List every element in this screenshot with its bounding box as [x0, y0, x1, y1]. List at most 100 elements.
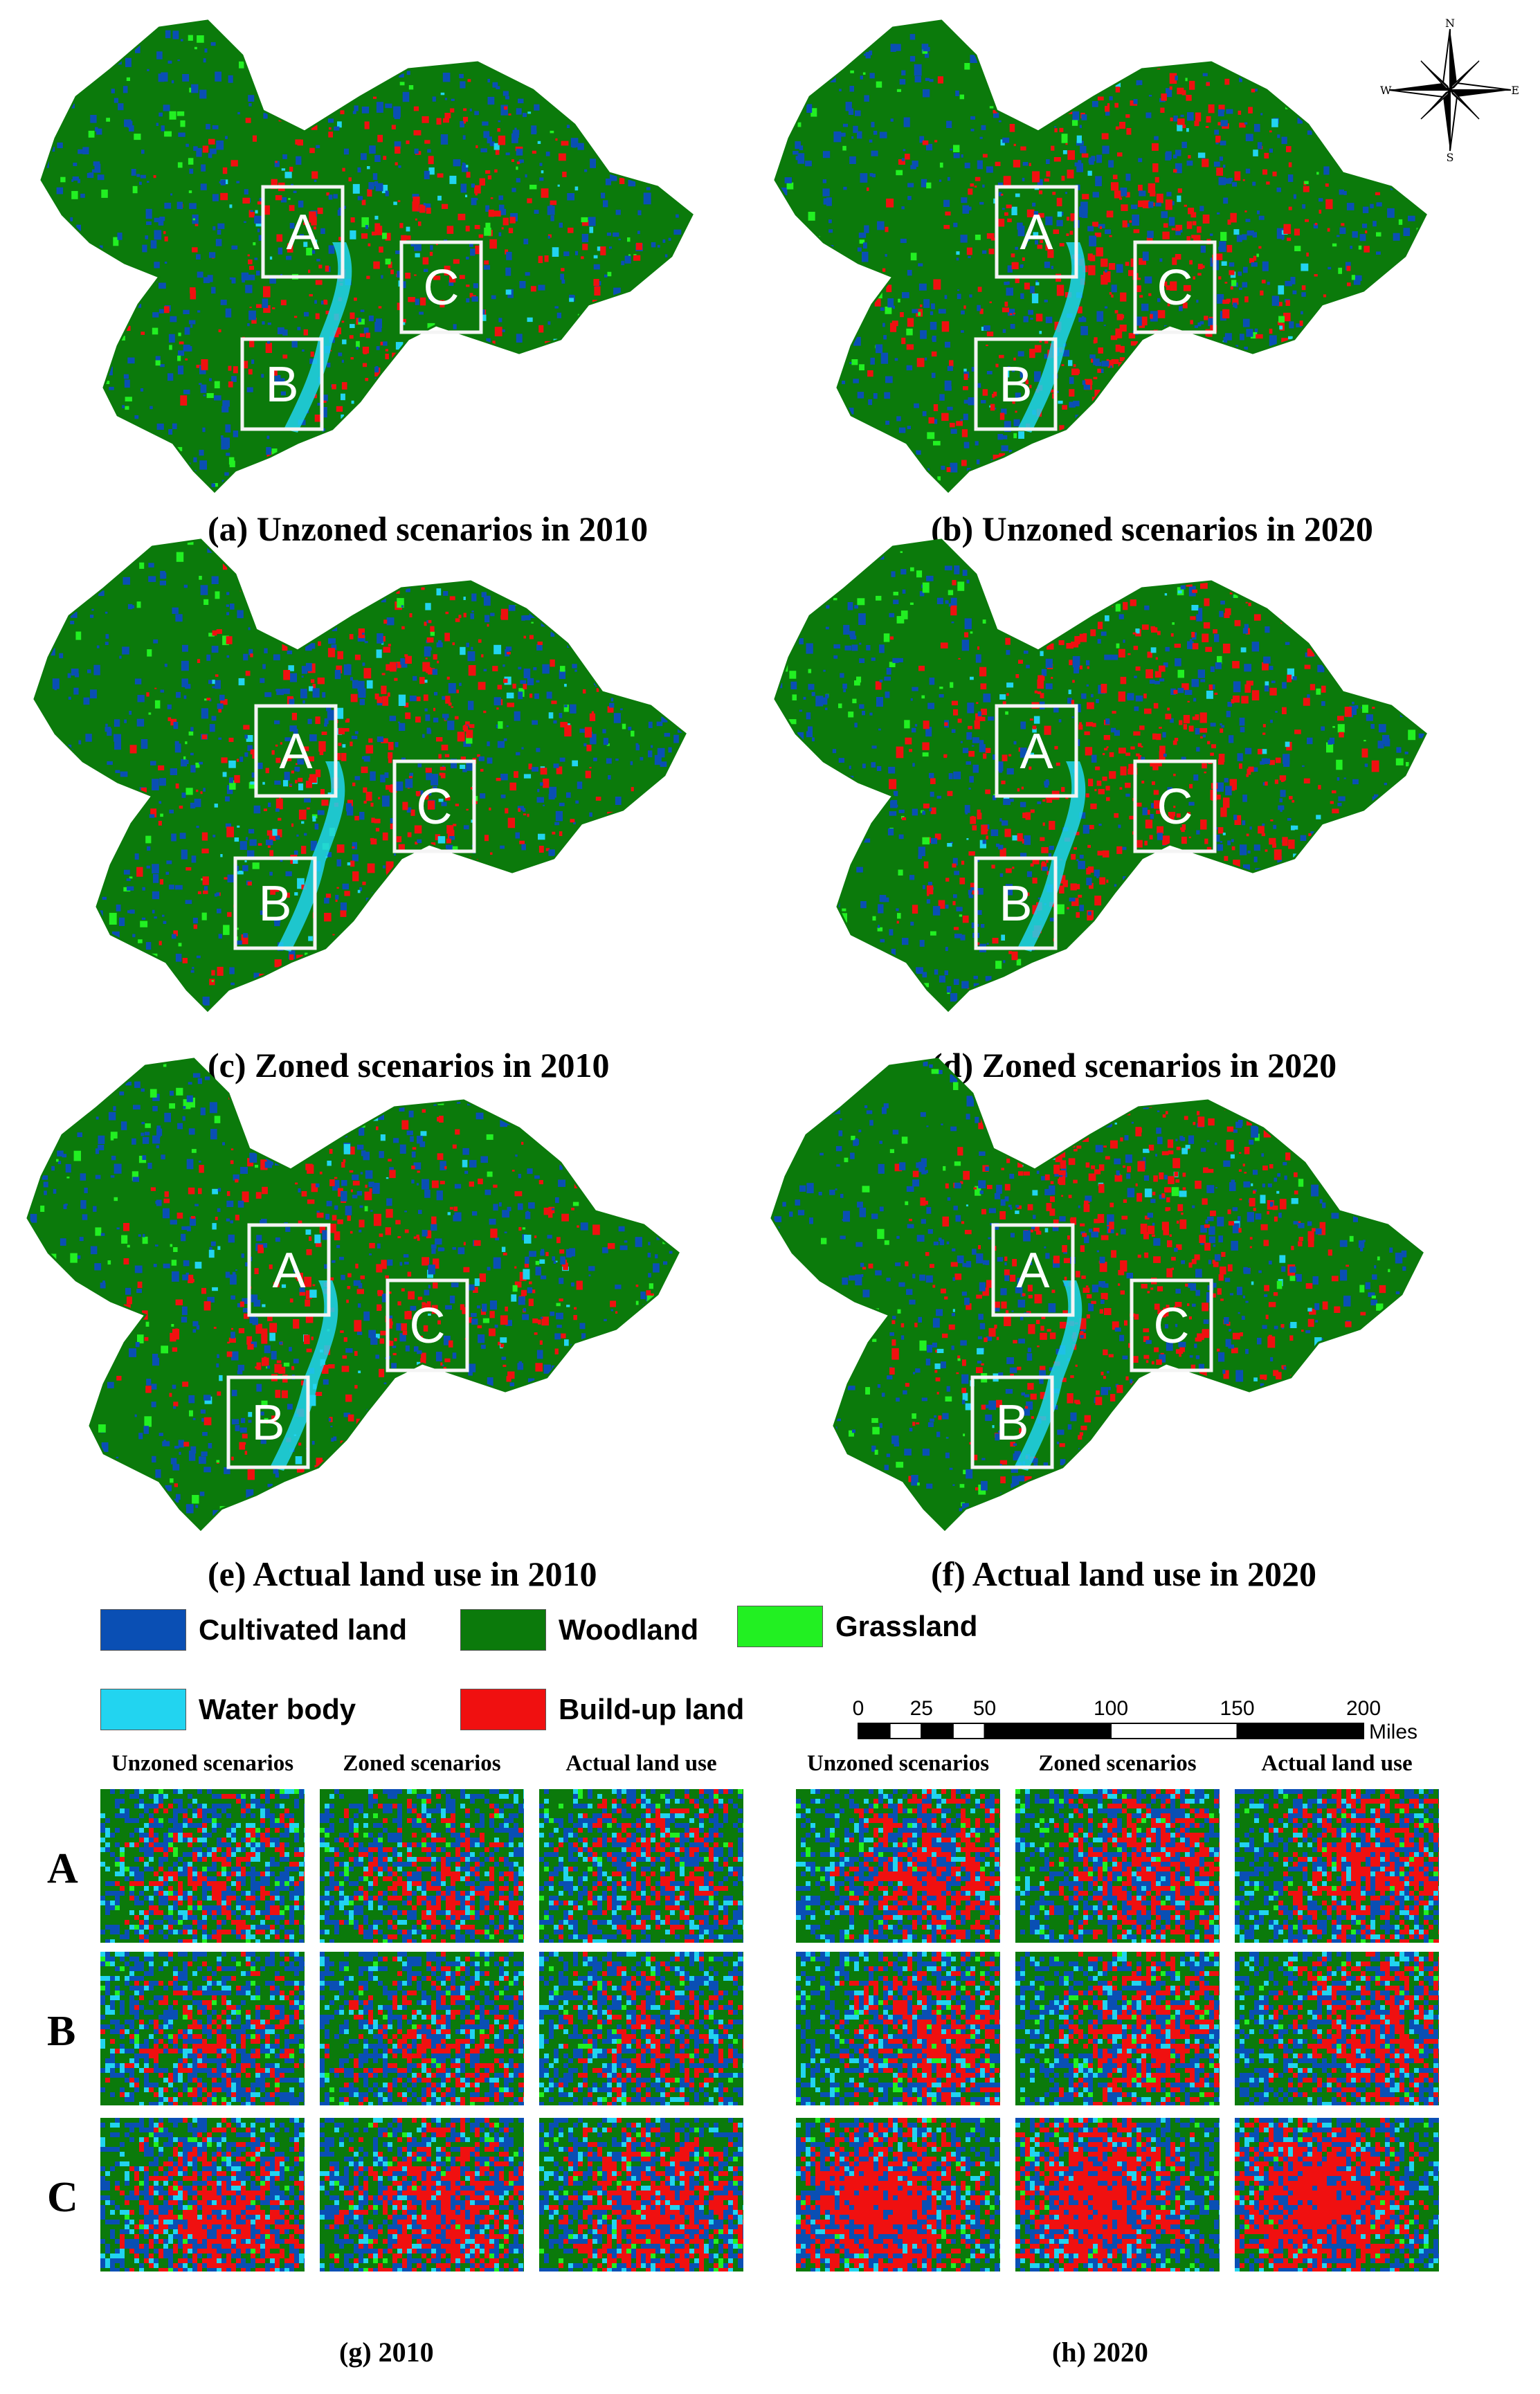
zoom-box-c [399, 240, 483, 334]
map-caption-a: (a) Unzoned scenarios in 2010 [208, 509, 648, 549]
zoom-box-b [226, 1375, 310, 1469]
zoom-tile-c [796, 2118, 1000, 2271]
legend-label: Water body [199, 1693, 356, 1726]
zoom-box-label-a: A [1016, 1243, 1049, 1298]
scale-unit-label: Miles [1369, 1721, 1417, 1743]
zoom-box-label-b: B [265, 357, 298, 412]
land-use-map-d: A B C [768, 533, 1460, 1017]
zoom-tile-b [320, 1952, 524, 2105]
zoom-tile-b [100, 1952, 305, 2105]
compass-south-label: S [1447, 151, 1454, 163]
legend-label: Cultivated land [199, 1613, 407, 1647]
zoom-box-label-c: C [1154, 1298, 1190, 1354]
legend-item-water-body: Water body [100, 1689, 356, 1730]
compass-rose-icon: N S E W [1380, 17, 1519, 164]
zoom-box-c [386, 1278, 469, 1372]
map-caption-c: (c) Zoned scenarios in 2010 [208, 1045, 610, 1085]
scale-tick-label: 25 [910, 1697, 933, 1720]
zoom-tile-b [1015, 1952, 1220, 2105]
legend-item-cultivated-land: Cultivated land [100, 1609, 407, 1651]
legend-label: Woodland [559, 1613, 698, 1647]
zoom-box-label-b: B [251, 1395, 284, 1451]
scale-tick-label: 0 [853, 1697, 864, 1720]
zoom-box-label-c: C [410, 1298, 446, 1354]
map-caption-b: (b) Unzoned scenarios in 2020 [931, 509, 1373, 549]
legend-label: Build-up land [559, 1693, 744, 1726]
zoom-column-header: Unzoned scenarios [100, 1751, 305, 1777]
land-use-map-e: A B C [21, 1052, 713, 1536]
zoom-row-label-b: B [47, 2007, 75, 2056]
zoom-tile-a [320, 1789, 524, 1943]
zoom-tile-c [1235, 2118, 1439, 2271]
scale-bar: 0 25 50 100 150 200 Miles [837, 1689, 1426, 1744]
zoom-box-label-a: A [286, 205, 319, 260]
scale-bar-segment [1236, 1723, 1364, 1739]
legend-label: Grassland [835, 1610, 977, 1643]
zoom-box-a [254, 704, 338, 798]
zoom-tile-a [1235, 1789, 1439, 1943]
zoom-box-c [1133, 240, 1217, 334]
zoom-box-b [233, 856, 317, 950]
zoom-box-c [1133, 759, 1217, 853]
zoom-box-a [995, 704, 1078, 798]
zoom-box-label-c: C [1157, 779, 1193, 835]
zoom-group-caption: (h) 2020 [1052, 2336, 1148, 2368]
land-use-map-c: A B C [28, 533, 720, 1017]
zoom-tile-c [539, 2118, 743, 2271]
zoom-box-label-a: A [272, 1243, 305, 1298]
zoom-box-label-b: B [258, 876, 291, 932]
zoom-row-label-c: C [47, 2173, 78, 2222]
scale-bar-segment [984, 1723, 1112, 1739]
zoom-box-b [970, 1375, 1054, 1469]
zoom-box-b [974, 856, 1058, 950]
zoom-tile-c [100, 2118, 305, 2271]
scale-bar-segment [952, 1723, 986, 1739]
zoom-tile-b [796, 1952, 1000, 2105]
zoom-tile-c [320, 2118, 524, 2271]
legend-swatch [100, 1609, 186, 1651]
legend-item-woodland: Woodland [460, 1609, 698, 1651]
zoom-column-header: Zoned scenarios [1015, 1751, 1220, 1777]
zoom-box-label-b: B [995, 1395, 1029, 1451]
zoom-column-header: Actual land use [539, 1751, 743, 1777]
zoom-box-a [261, 185, 345, 279]
zoom-column-header: Unzoned scenarios [796, 1751, 1000, 1777]
zoom-group-caption: (g) 2010 [339, 2336, 434, 2368]
scale-bar-segment [1110, 1723, 1238, 1739]
land-use-map-a: A B C [35, 14, 727, 498]
zoom-box-label-a: A [1020, 724, 1053, 779]
zoom-box-b [974, 337, 1058, 431]
zoom-box-a [247, 1223, 331, 1317]
scale-tick-label: 50 [973, 1697, 996, 1720]
map-caption-f: (f) Actual land use in 2020 [931, 1554, 1316, 1594]
zoom-tile-c [1015, 2118, 1220, 2271]
zoom-column-header: Zoned scenarios [320, 1751, 524, 1777]
land-use-map-b: A B C [768, 14, 1460, 498]
zoom-column-header: Actual land use [1235, 1751, 1439, 1777]
scale-bar-segment [921, 1723, 954, 1739]
map-caption-d: (d) Zoned scenarios in 2020 [931, 1045, 1337, 1085]
compass-east-label: E [1511, 84, 1519, 97]
zoom-box-label-b: B [999, 357, 1032, 412]
scale-bar-segment [889, 1723, 923, 1739]
zoom-box-a [991, 1223, 1075, 1317]
land-use-map-f: A B C [765, 1052, 1457, 1536]
zoom-box-label-a: A [1020, 205, 1053, 260]
scale-tick-label: 100 [1094, 1697, 1128, 1720]
zoom-box-label-b: B [999, 876, 1032, 932]
scale-bar-segment [858, 1723, 891, 1739]
zoom-tile-b [1235, 1952, 1439, 2105]
legend-item-grassland: Grassland [737, 1606, 977, 1647]
north-arrow-compass: N S E W [1377, 17, 1523, 164]
zoom-row-label-a: A [47, 1844, 78, 1894]
zoom-box-label-a: A [279, 724, 312, 779]
zoom-tile-a [539, 1789, 743, 1943]
compass-west-label: W [1380, 84, 1392, 97]
zoom-box-a [995, 185, 1078, 279]
legend-swatch [460, 1689, 546, 1730]
scale-tick-label: 150 [1220, 1697, 1254, 1720]
zoom-tile-b [539, 1952, 743, 2105]
legend-item-build-up-land: Build-up land [460, 1689, 744, 1730]
zoom-box-c [392, 759, 476, 853]
zoom-tile-a [796, 1789, 1000, 1943]
